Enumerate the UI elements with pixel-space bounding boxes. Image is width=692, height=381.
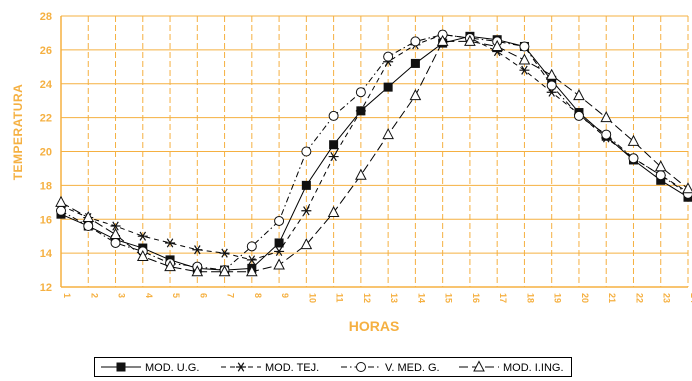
x-tick-label: 1: [62, 293, 72, 298]
x-tick-label: 10: [307, 293, 317, 303]
y-tick-label: 16: [40, 214, 52, 226]
data-point: [384, 52, 393, 61]
x-tick-label: 23: [662, 293, 672, 303]
y-tick-label: 22: [40, 113, 52, 125]
legend: MOD. U.G. MOD. TEJ. V. MED. G. MOD. I.ING.: [94, 357, 572, 377]
x-tick-label: 18: [525, 293, 535, 303]
x-tick-label: 13: [389, 293, 399, 303]
data-point: [302, 147, 311, 156]
x-tick-label: 14: [416, 293, 426, 303]
x-tick-label: 6: [198, 293, 208, 298]
x-tick-label: 3: [117, 293, 127, 298]
legend-marker: [474, 362, 484, 372]
data-point: [247, 242, 256, 251]
data-point: [629, 154, 638, 163]
x-tick-label: 11: [335, 293, 345, 303]
x-tick-label: 22: [634, 293, 644, 303]
data-point: [275, 238, 284, 247]
x-tick-label: 20: [580, 293, 590, 303]
data-point: [547, 81, 556, 90]
x-axis-title: HORAS: [349, 318, 400, 334]
legend-item: MOD. U.G.: [101, 362, 199, 374]
data-point: [384, 83, 393, 92]
x-tick-label: 9: [280, 293, 290, 298]
data-point: [329, 140, 338, 149]
data-point: [57, 206, 66, 215]
x-tick-label: 19: [553, 293, 563, 303]
y-tick-label: 12: [40, 282, 52, 294]
x-tick-label: 12: [362, 293, 372, 303]
y-tick-label: 18: [40, 180, 52, 192]
legend-marker: [236, 363, 246, 372]
x-tick-label: 21: [607, 293, 617, 303]
x-tick-label: 8: [253, 293, 263, 298]
data-point: [329, 111, 338, 120]
legend-item: MOD. I.ING.: [459, 362, 564, 375]
y-tick-label: 26: [40, 45, 52, 57]
x-tick-label: 7: [226, 293, 236, 298]
data-point: [602, 130, 611, 139]
legend-label: MOD. I.ING.: [503, 362, 564, 374]
x-tick-label: 2: [89, 293, 99, 298]
legend-label: MOD. TEJ.: [265, 362, 319, 374]
x-tick-label: 4: [144, 293, 154, 298]
y-tick-label: 14: [40, 248, 53, 260]
data-point: [411, 37, 420, 46]
x-tick-label: 17: [498, 293, 508, 303]
y-tick-label: 28: [40, 11, 52, 23]
data-point: [656, 171, 665, 180]
y-tick-label: 24: [40, 79, 53, 91]
data-point: [84, 222, 93, 231]
legend-label: V. MED. G.: [385, 362, 440, 374]
data-point: [356, 88, 365, 97]
data-point: [411, 59, 420, 68]
x-tick-label: 5: [171, 293, 181, 298]
data-point: [574, 111, 583, 120]
y-tick-labels: 12 14 16 18 20 22 24 26 28: [40, 11, 53, 294]
legend-marker: [117, 363, 126, 372]
x-tick-label: 15: [444, 293, 454, 303]
y-tick-label: 20: [40, 147, 52, 159]
data-point: [520, 42, 529, 51]
y-axis-title: TEMPERATURA: [11, 84, 25, 181]
legend-items: MOD. U.G. MOD. TEJ. V. MED. G. MOD. I.ING.: [95, 358, 571, 376]
data-point: [302, 181, 311, 190]
data-point: [275, 216, 284, 225]
legend-marker: [357, 363, 366, 372]
x-tick-label: 16: [471, 293, 481, 303]
data-point: [111, 238, 120, 247]
legend-item: V. MED. G.: [341, 362, 440, 374]
legend-label: MOD. U.G.: [145, 362, 199, 374]
legend-item: MOD. TEJ.: [221, 362, 319, 374]
